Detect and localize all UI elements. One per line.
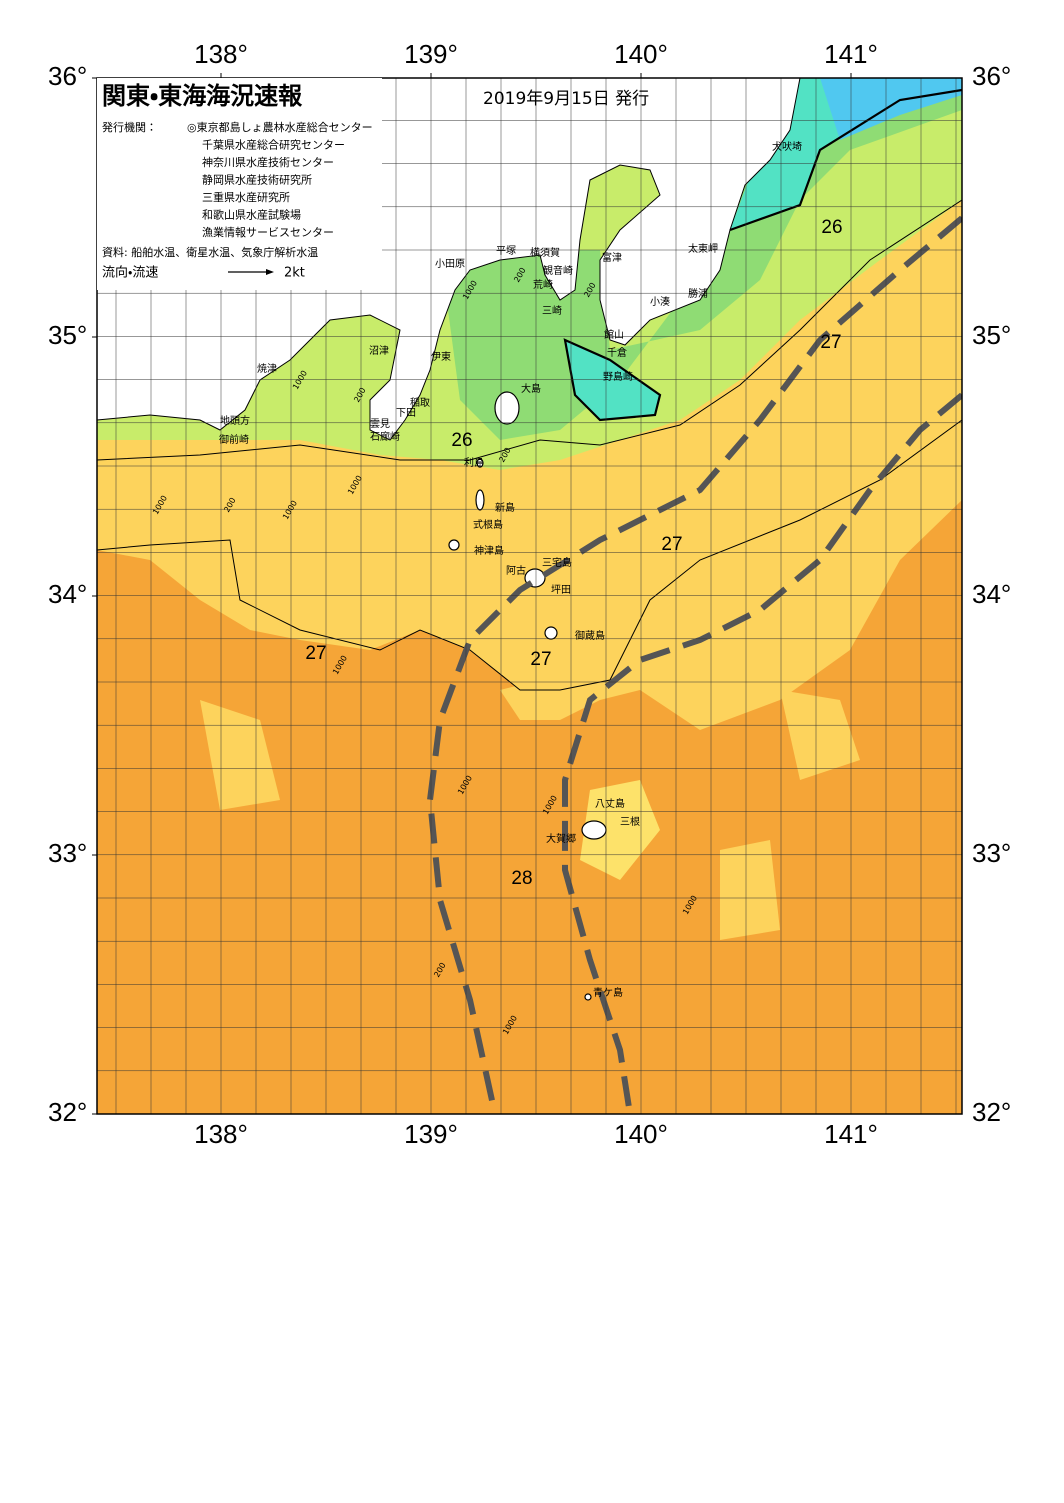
place-name: 御前崎 [219,433,249,446]
lat-tick-label: 35° [972,320,1011,350]
island [544,626,558,640]
island [584,993,592,1001]
graticule [97,78,962,1114]
place-name: 三崎 [542,304,562,317]
kuroshio-axis [426,215,962,1114]
place-name: 坪田 [551,583,571,596]
lat-tick-label: 32° [48,1097,87,1127]
isotherm-label: 27 [661,534,682,555]
island [475,489,485,511]
place-name: 神津島 [474,544,504,557]
place-name: 横須賀 [530,246,560,259]
isotherm-label: 26 [451,430,472,451]
place-name: 八丈島 [595,797,625,810]
place-name: 観音崎 [543,264,573,277]
island [448,539,460,551]
flow-legend-label: 流向・流速 [102,265,158,281]
island [494,391,520,425]
place-name: 下田 [396,408,416,419]
place-name: 太東岬 [688,242,718,255]
agency-list: ◎東京都島しょ農林水産総合センター千葉県水産総合研究センター神奈川県水産技術セン… [187,120,373,239]
isotherm-label: 27 [820,332,841,353]
agencies-label: 発行機関： [102,120,157,134]
place-name: 青ケ島 [593,986,623,999]
sea-mild-patch [200,680,860,940]
place-name: 利島 [464,456,484,469]
place-name: 三宅島 [542,556,572,569]
place-name: 御蔵島 [575,629,605,642]
isotherm-label: 26 [821,217,842,238]
place-name: 小湊 [650,295,670,308]
map-title: 関東・東海海況速報 [102,82,303,110]
agency: 千葉県水産総合研究センター [202,138,345,152]
lon-tick-label: 140° [614,1119,668,1149]
lat-tick-label: 35° [48,320,87,350]
island [581,820,607,840]
flow-legend-speed: 2kt [284,266,305,281]
place-name: 犬吠埼 [772,140,802,153]
info-panel [97,78,382,290]
place-name: 大島 [521,382,541,395]
isotherm [563,88,962,422]
place-name: 富津 [602,251,622,264]
lon-tick-label: 138° [194,1119,248,1149]
isotherm [97,419,962,691]
place-name: 勝浦 [688,287,708,300]
place-name: 荒崎 [533,278,553,291]
place-name: 式根島 [473,518,503,531]
agency: 静岡県水産技術研究所 [202,173,312,187]
issue-date: 2019年9月15日 発行 [483,89,649,109]
place-name: 石廊崎 [370,430,400,443]
current-path [562,392,962,1114]
isotherm-label: 27 [305,643,326,664]
place-name: 地頭方 [220,414,250,427]
place-name: 小田原 [435,258,465,270]
agency: 漁業情報サービスセンター [202,225,334,239]
place-name: 焼津 [257,363,277,375]
sources: 資料: 船舶水温、衛星水温、気象庁解析水温 [102,245,318,259]
place-name: 伊東 [431,350,451,363]
place-name: 館山 [604,328,624,341]
current-path [426,215,962,1114]
place-name: 平塚 [496,245,516,257]
lat-tick-label: 33° [48,838,87,868]
agency: 神奈川県水産技術センター [202,155,334,169]
place-name: 雲見 [370,418,390,430]
lat-tick-label: 36° [972,61,1011,91]
lon-tick-label: 139° [404,1119,458,1149]
lon-tick-label: 141° [824,1119,878,1149]
place-name: 三根 [620,815,640,828]
lon-tick-label: 140° [614,39,668,69]
lat-tick-label: 33° [972,838,1011,868]
place-name: 新島 [495,501,515,514]
place-name: 大賀郷 [546,832,576,845]
isotherms [97,88,962,691]
isotherm [97,199,962,461]
agency: ◎東京都島しょ農林水産総合センター [187,120,373,134]
place-name: 沼津 [369,344,389,357]
lon-tick-label: 141° [824,39,878,69]
sea-coldest [820,78,962,140]
island [476,458,484,468]
place-name: 野島崎 [603,370,633,383]
flow-legend-arrowhead [266,269,274,275]
isotherm-label: 27 [530,649,551,670]
place-name: 千倉 [607,347,627,359]
isotherm-label: 28 [511,868,532,889]
lon-tick-label: 138° [194,39,248,69]
lat-tick-label: 32° [972,1097,1011,1127]
lat-tick-label: 36° [48,61,87,91]
agency: 三重県水産研究所 [202,190,290,204]
place-name: 稲取 [410,397,430,409]
lon-tick-label: 139° [404,39,458,69]
lat-tick-label: 34° [48,579,87,609]
agency: 和歌山県水産試験場 [202,208,301,222]
lat-tick-label: 34° [972,579,1011,609]
place-name: 阿古 [506,564,526,577]
